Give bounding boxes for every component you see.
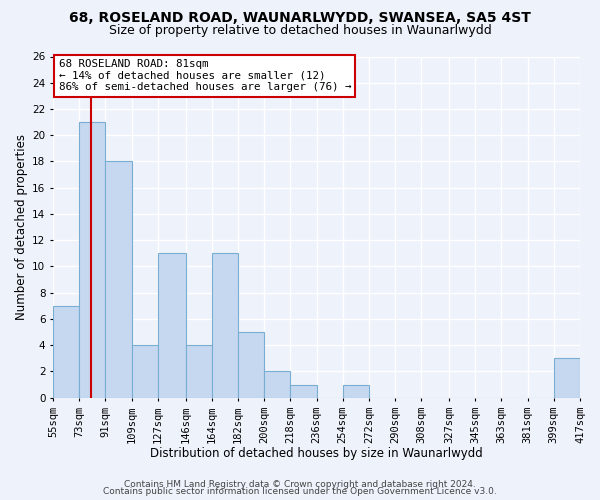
Bar [238, 332, 264, 398]
Bar [79, 122, 106, 398]
Bar [212, 254, 238, 398]
Bar [343, 384, 369, 398]
Bar [53, 306, 79, 398]
Text: Size of property relative to detached houses in Waunarlwydd: Size of property relative to detached ho… [109, 24, 491, 37]
Text: Contains public sector information licensed under the Open Government Licence v3: Contains public sector information licen… [103, 487, 497, 496]
Bar [106, 162, 131, 398]
Text: 68 ROSELAND ROAD: 81sqm
← 14% of detached houses are smaller (12)
86% of semi-de: 68 ROSELAND ROAD: 81sqm ← 14% of detache… [59, 60, 351, 92]
Bar [158, 254, 185, 398]
Bar [131, 345, 158, 398]
Y-axis label: Number of detached properties: Number of detached properties [15, 134, 28, 320]
Text: 68, ROSELAND ROAD, WAUNARLWYDD, SWANSEA, SA5 4ST: 68, ROSELAND ROAD, WAUNARLWYDD, SWANSEA,… [69, 11, 531, 25]
Text: Contains HM Land Registry data © Crown copyright and database right 2024.: Contains HM Land Registry data © Crown c… [124, 480, 476, 489]
X-axis label: Distribution of detached houses by size in Waunarlwydd: Distribution of detached houses by size … [150, 447, 483, 460]
Bar [554, 358, 580, 398]
Bar [290, 384, 317, 398]
Bar [185, 345, 212, 398]
Bar [264, 372, 290, 398]
